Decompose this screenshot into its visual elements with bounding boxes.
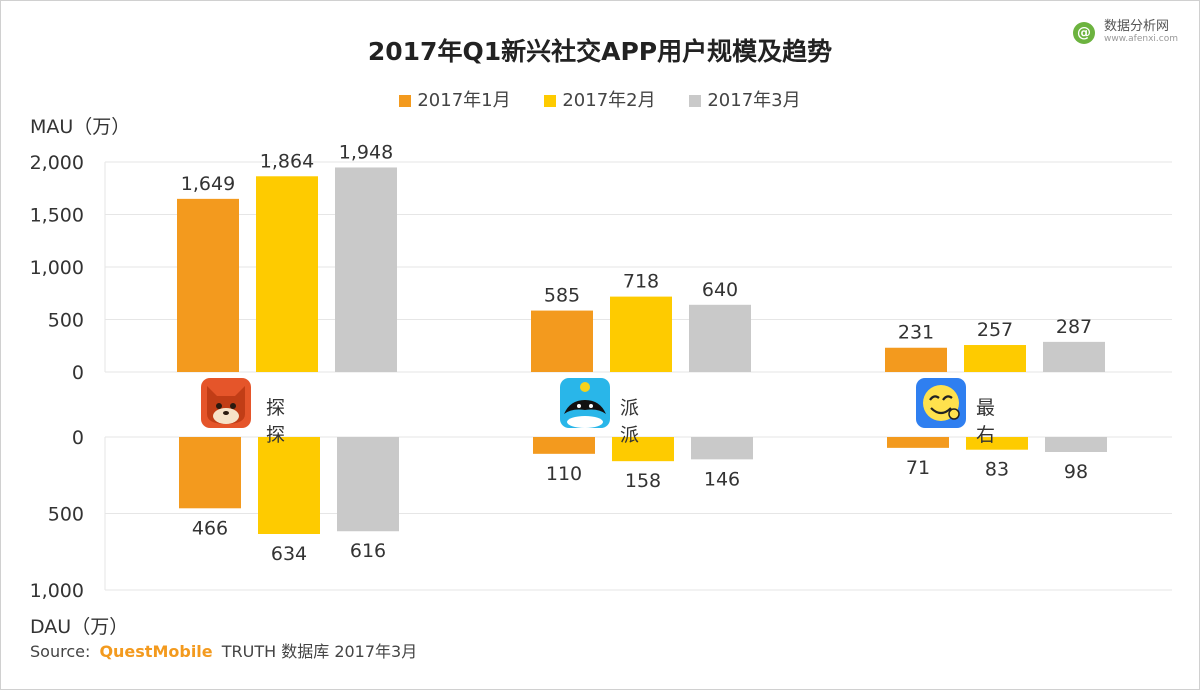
dau-bar	[1045, 437, 1107, 452]
dau-data-label: 71	[906, 457, 930, 479]
app-name-zuiyou: 最右	[976, 397, 996, 446]
legend-label-feb: 2017年2月	[562, 90, 656, 111]
mau-bar	[689, 304, 751, 372]
mau-data-label: 1,948	[339, 141, 393, 163]
mau-data-label: 640	[702, 279, 738, 301]
mau-bar	[177, 198, 239, 372]
dau-data-label: 146	[704, 468, 740, 490]
fox-icon	[201, 378, 251, 428]
legend-item-jan: 2017年1月	[399, 86, 511, 112]
dau-bar	[337, 437, 399, 532]
source-prefix: Source:	[30, 642, 91, 661]
watermark-logo-icon: @	[1072, 22, 1095, 44]
legend: 2017年1月 2017年2月 2017年3月	[0, 86, 1200, 112]
mau-data-label: 231	[898, 322, 934, 344]
mau-data-label: 287	[1056, 316, 1092, 338]
face-icon	[916, 378, 966, 428]
mau-bar	[610, 296, 672, 372]
legend-swatch-mar	[689, 95, 702, 107]
legend-label-mar: 2017年3月	[707, 90, 801, 111]
mau-bar	[964, 345, 1026, 372]
mau-tick-label: 1,500	[30, 205, 84, 227]
dau-tick-label: 1,000	[30, 580, 84, 602]
mau-tick-label: 0	[72, 362, 84, 384]
dau-data-label: 634	[271, 543, 307, 565]
app-name-tantan: 探探	[266, 397, 286, 446]
dau-bar	[966, 437, 1028, 450]
mau-tick-label: 2,000	[30, 152, 84, 174]
dau-bar	[691, 437, 753, 460]
dau-data-label: 98	[1064, 461, 1088, 483]
dau-tick-label: 500	[48, 504, 84, 526]
mau-data-label: 1,864	[260, 150, 314, 172]
dau-data-label: 158	[625, 470, 661, 492]
orca-icon	[560, 378, 610, 428]
watermark: @ 数据分析网 www.afenxi.com	[1072, 19, 1178, 46]
dau-data-label: 466	[192, 517, 228, 539]
dau-data-label: 83	[985, 459, 1009, 481]
legend-label-jan: 2017年1月	[417, 90, 511, 111]
dau-bar	[612, 437, 674, 462]
dau-data-label: 616	[350, 540, 386, 562]
dau-bar	[887, 437, 949, 448]
legend-swatch-jan	[399, 95, 412, 107]
dau-axis-label: DAU（万）	[30, 616, 129, 638]
mau-tick-label: 1,000	[30, 257, 84, 279]
mau-bar	[335, 167, 397, 372]
source-brand: QuestMobile	[99, 642, 213, 661]
mau-bar	[885, 347, 947, 372]
source-rest: TRUTH 数据库 2017年3月	[221, 642, 418, 661]
mau-data-label: 257	[977, 319, 1013, 341]
dau-bar	[533, 437, 595, 454]
source-note: Source: QuestMobile TRUTH 数据库 2017年3月	[30, 638, 417, 662]
mau-bar	[531, 310, 593, 372]
chart-title: 2017年Q1新兴社交APP用户规模及趋势	[367, 37, 833, 66]
legend-swatch-feb	[544, 95, 557, 107]
watermark-url: www.afenxi.com	[1104, 34, 1178, 44]
watermark-name: 数据分析网	[1104, 19, 1170, 34]
dau-bar	[179, 437, 241, 509]
app-name-paipai: 派派	[620, 397, 640, 446]
dau-bar	[258, 437, 320, 535]
mau-tick-label: 500	[48, 310, 84, 332]
mau-bar	[256, 176, 318, 372]
mau-axis-label: MAU（万）	[30, 116, 131, 138]
legend-item-feb: 2017年2月	[544, 86, 656, 112]
dau-data-label: 110	[546, 463, 582, 485]
dau-tick-label: 0	[72, 427, 84, 449]
mau-data-label: 718	[623, 271, 659, 293]
mau-data-label: 585	[544, 285, 580, 307]
mau-data-label: 1,649	[181, 173, 235, 195]
mau-bar	[1043, 341, 1105, 372]
legend-item-mar: 2017年3月	[689, 86, 801, 112]
